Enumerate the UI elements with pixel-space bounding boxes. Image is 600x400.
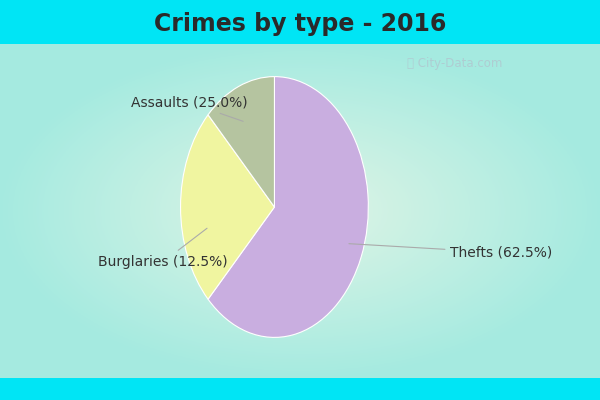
Text: Burglaries (12.5%): Burglaries (12.5%) [98, 228, 228, 269]
Text: Assaults (25.0%): Assaults (25.0%) [131, 96, 248, 121]
Text: ⓘ City-Data.com: ⓘ City-Data.com [407, 57, 503, 70]
Text: Thefts (62.5%): Thefts (62.5%) [349, 244, 553, 260]
Text: Crimes by type - 2016: Crimes by type - 2016 [154, 12, 446, 36]
Wedge shape [208, 77, 368, 337]
Wedge shape [208, 77, 274, 207]
Wedge shape [181, 115, 274, 299]
